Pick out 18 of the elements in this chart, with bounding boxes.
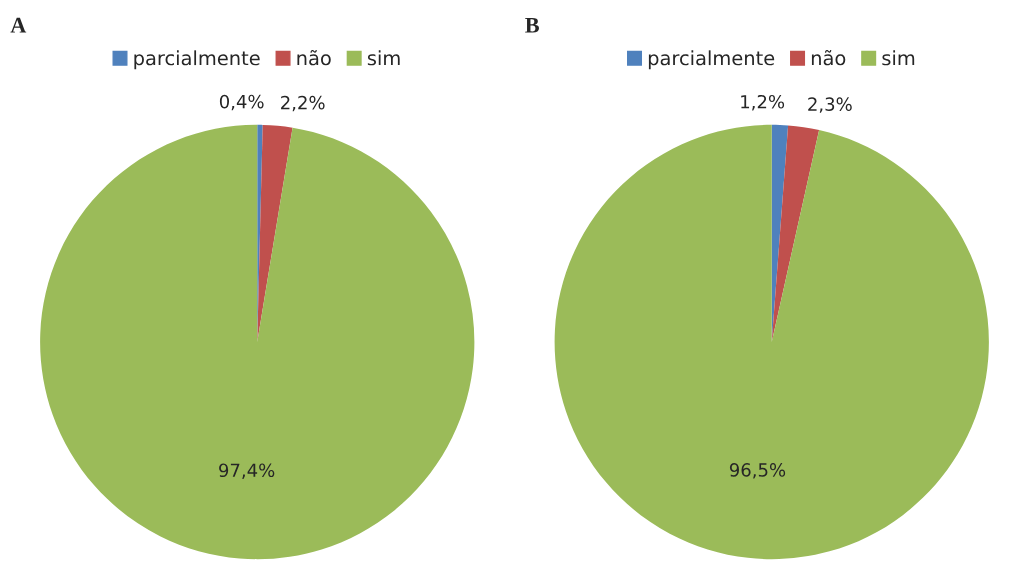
legend-label: sim: [367, 50, 400, 66]
pie-slice: [554, 124, 989, 560]
pie-slice: [40, 124, 475, 560]
chart-title: A: [10, 17, 27, 33]
data-label: 97,4%: [219, 463, 275, 479]
legend-label: não: [297, 49, 331, 66]
legend-label: parcialmente: [648, 50, 775, 70]
legend-label: não: [811, 49, 846, 66]
pie-slice: [771, 125, 820, 342]
pie-slice: [257, 124, 293, 342]
legend-label: sim: [882, 50, 915, 66]
data-label: 2,3%: [808, 97, 852, 113]
chart-title: B: [525, 17, 539, 33]
data-label: 96,5%: [729, 463, 786, 479]
data-label: 1,2%: [741, 94, 785, 111]
data-label: 2,2%: [281, 95, 325, 112]
data-label: 0,4%: [219, 94, 264, 111]
legend-label: parcialmente: [134, 50, 260, 70]
